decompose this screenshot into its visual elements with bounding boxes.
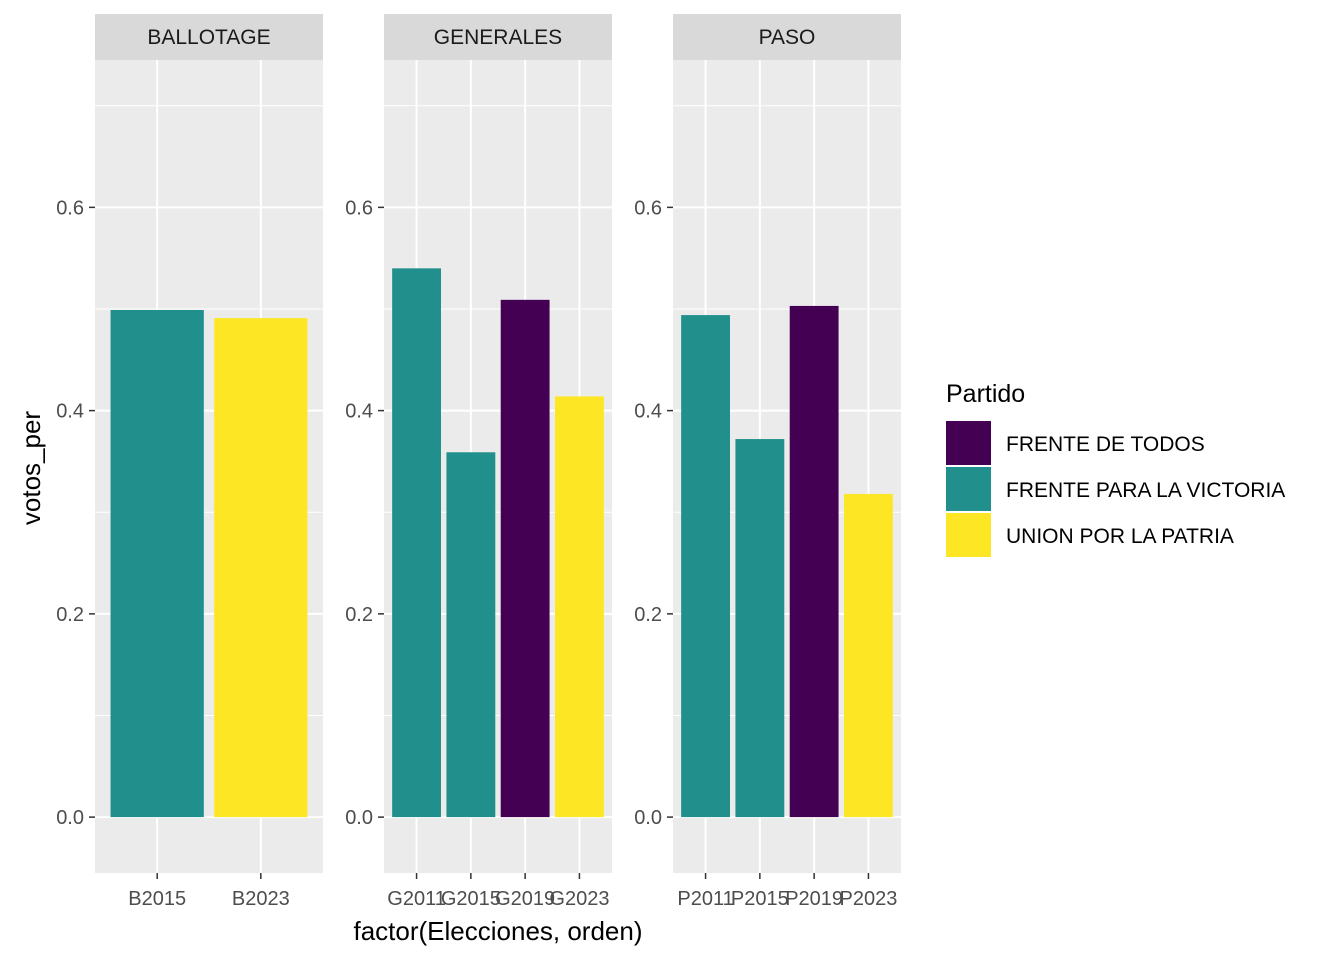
- facet-strip-label: PASO: [759, 26, 816, 49]
- y-tick-label: 0.4: [56, 401, 84, 423]
- bar-G2019: [500, 299, 550, 818]
- bar-P2011: [681, 315, 730, 818]
- legend-title: Partido: [946, 380, 1025, 408]
- y-axis-title: votos_per: [16, 411, 46, 526]
- y-tick-label: 0.4: [634, 401, 662, 423]
- bar-B2015: [110, 309, 204, 818]
- y-tick-label: 0.2: [56, 604, 84, 626]
- bar-G2015: [446, 452, 496, 818]
- facet-strip: [673, 14, 901, 60]
- facet-strip-label: GENERALES: [434, 26, 562, 49]
- legend-label: FRENTE PARA LA VICTORIA: [1006, 479, 1285, 502]
- legend-label: FRENTE DE TODOS: [1006, 433, 1205, 456]
- y-tick-label: 0.6: [634, 197, 662, 219]
- legend-key: [946, 421, 991, 465]
- facet-strip-label: BALLOTAGE: [147, 26, 270, 49]
- x-tick-label: G2011: [387, 888, 446, 910]
- x-tick-label: B2015: [128, 888, 186, 910]
- legend-key: [946, 467, 991, 511]
- x-tick-label: P2023: [840, 888, 898, 910]
- x-tick-label: G2023: [549, 888, 609, 910]
- x-tick-label: P2011: [677, 888, 733, 910]
- y-tick-label: 0.4: [345, 401, 373, 423]
- facet-generales: GENERALES 0.0 0.2 0.4 0.6 G2011G2015G2019G202…: [345, 14, 612, 910]
- bar-P2015: [735, 439, 785, 818]
- facet-strip: [384, 14, 612, 60]
- y-tick-label: 0.6: [56, 197, 84, 219]
- legend: Partido FRENTE DE TODOS FRENTE PARA LA VIC…: [946, 380, 1285, 557]
- facet-strip: [95, 14, 323, 60]
- bar-P2023: [844, 493, 893, 818]
- y-tick-label: 0.0: [56, 807, 84, 829]
- bar-P2019: [789, 305, 839, 818]
- bar-G2011: [392, 268, 441, 818]
- y-tick-label: 0.2: [634, 604, 662, 626]
- y-tick-label: 0.6: [345, 197, 373, 219]
- legend-key: [946, 513, 991, 557]
- legend-label: UNION POR LA PATRIA: [1006, 525, 1234, 548]
- y-tick-label: 0.0: [634, 807, 662, 829]
- x-axis-title: factor(Elecciones, orden): [353, 916, 642, 946]
- x-tick-label: B2023: [232, 888, 290, 910]
- x-tick-label: P2019: [785, 888, 843, 910]
- bar-G2023: [555, 396, 604, 818]
- facet-ballotage: BALLOTAGE 0.0 0.2 0.4 0.6 B2015 B2023: [56, 14, 323, 910]
- y-tick-label: 0.2: [345, 604, 373, 626]
- bar-B2023: [214, 318, 308, 818]
- y-tick-label: 0.0: [345, 807, 373, 829]
- x-tick-label: G2019: [495, 888, 555, 910]
- x-tick-label: P2015: [731, 888, 789, 910]
- x-tick-label: G2015: [441, 888, 501, 910]
